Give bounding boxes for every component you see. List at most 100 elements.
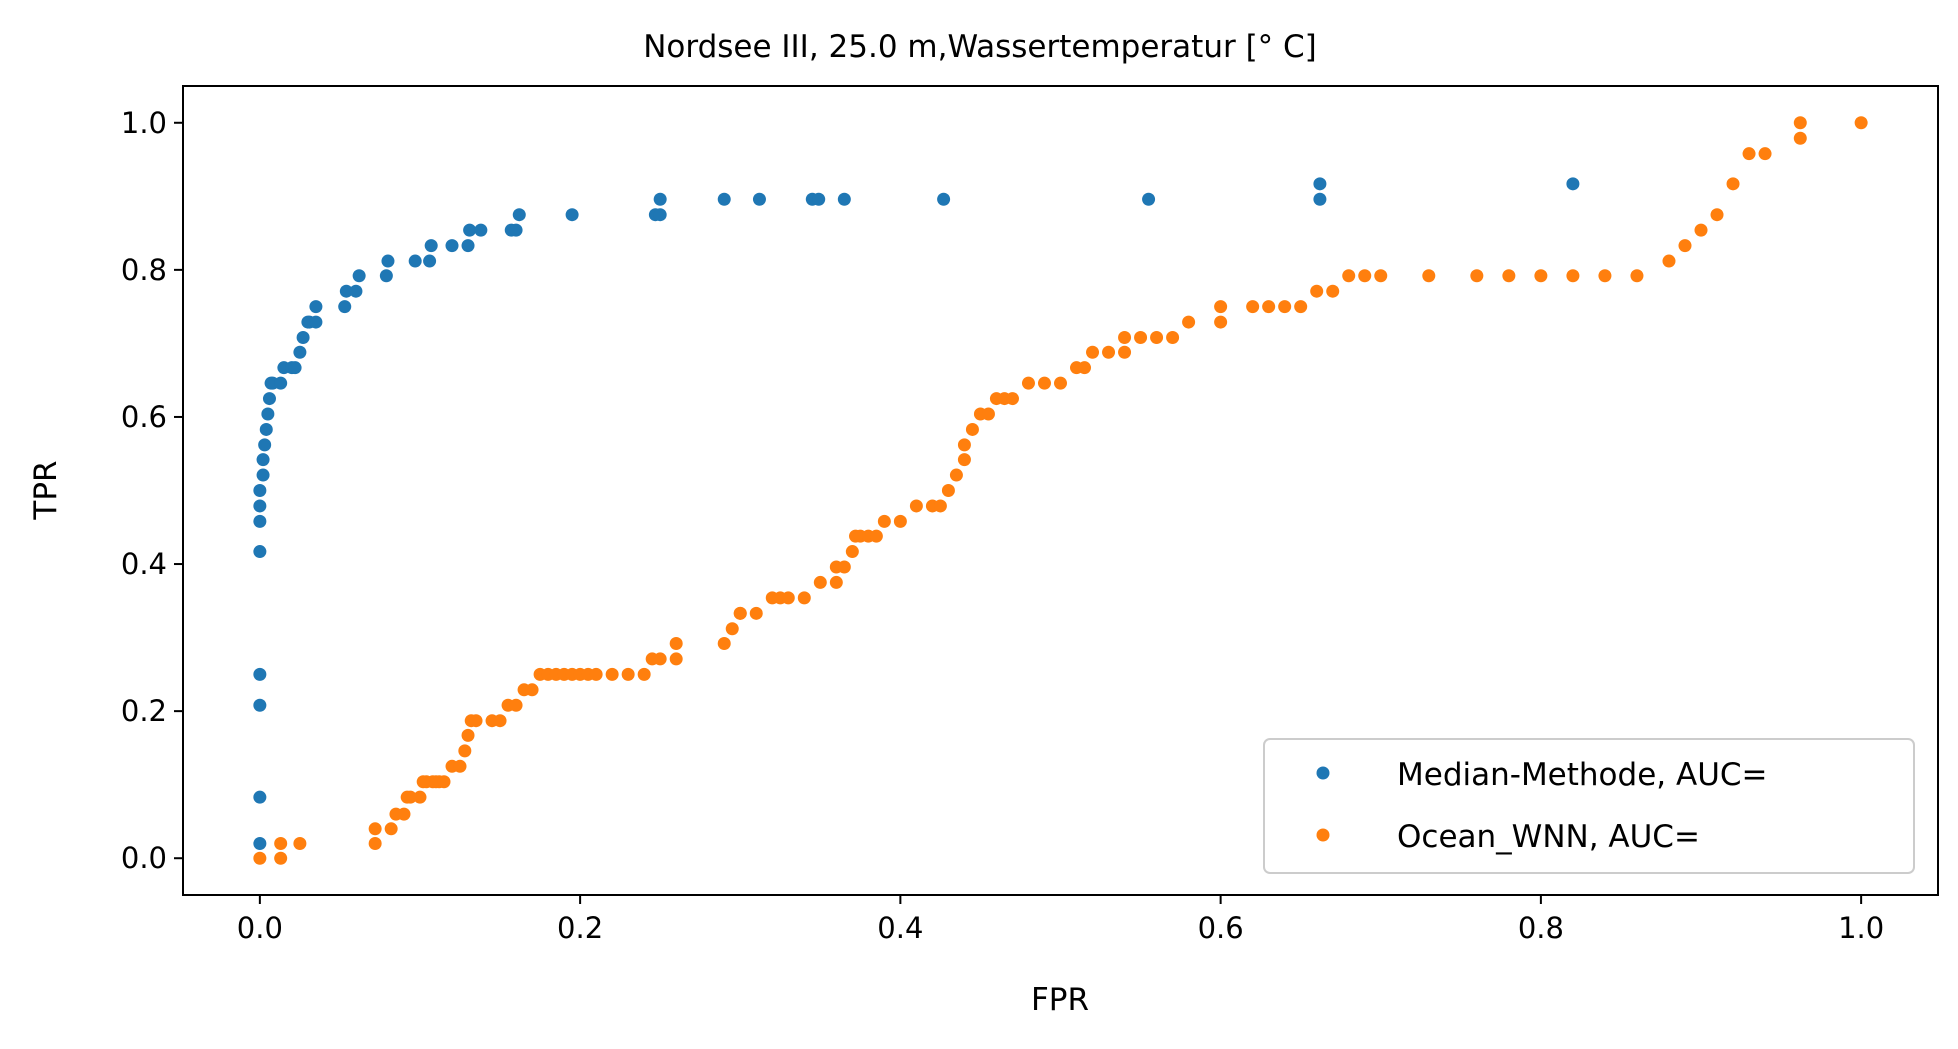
data-point: [1214, 315, 1228, 329]
data-point: [1374, 269, 1388, 283]
x-tick-label: 0.8: [1518, 911, 1564, 945]
y-tick-label: 0.8: [121, 253, 167, 287]
data-point: [368, 822, 382, 836]
data-point: [1662, 254, 1676, 268]
data-point: [869, 529, 883, 543]
data-point: [1678, 239, 1692, 253]
legend: Median-Methode, AUC= Ocean_WNN, AUC=: [1263, 738, 1915, 874]
data-point: [605, 667, 619, 681]
data-point: [957, 453, 971, 467]
data-point: [1134, 331, 1148, 345]
data-point: [637, 667, 651, 681]
data-point: [1086, 345, 1100, 359]
data-point: [288, 361, 302, 375]
data-point: [733, 606, 747, 620]
data-point: [1246, 300, 1260, 314]
data-point: [1054, 376, 1067, 390]
data-point: [1166, 331, 1180, 345]
data-point: [981, 407, 995, 421]
data-point: [621, 667, 635, 681]
data-point: [1102, 345, 1116, 359]
data-point: [941, 484, 955, 497]
data-point: [1502, 269, 1516, 283]
data-point: [1278, 300, 1292, 314]
data-point: [1118, 331, 1132, 345]
data-point: [589, 667, 603, 681]
data-point: [1142, 192, 1156, 206]
x-tick-label: 1.0: [1838, 911, 1884, 945]
data-point: [1358, 269, 1372, 283]
data-point: [877, 514, 891, 528]
data-point: [812, 192, 826, 206]
data-point: [253, 851, 267, 865]
data-point: [349, 284, 363, 298]
data-point: [893, 514, 907, 528]
data-point: [937, 192, 951, 206]
data-point: [296, 331, 310, 345]
data-point: [965, 422, 979, 436]
data-point: [1793, 116, 1807, 130]
data-point: [752, 192, 766, 206]
data-point: [259, 422, 273, 436]
data-point: [1214, 300, 1228, 314]
data-point: [717, 636, 731, 650]
data-point: [413, 790, 427, 804]
data-point: [352, 269, 366, 283]
data-point: [256, 453, 270, 467]
data-point: [653, 192, 667, 206]
data-point: [253, 545, 267, 559]
data-point: [717, 192, 731, 206]
data-point: [565, 208, 579, 222]
legend-marker-ocean-wnn: [1316, 828, 1330, 842]
data-point: [669, 652, 683, 666]
x-tick-label: 0.2: [557, 911, 603, 945]
data-point: [253, 514, 267, 528]
y-axis-label: TPR: [28, 460, 64, 520]
data-point: [829, 575, 843, 589]
y-tick-label: 1.0: [121, 106, 167, 140]
data-point: [262, 392, 276, 406]
data-point: [933, 499, 947, 513]
series-1: [253, 116, 1868, 865]
data-point: [445, 239, 459, 253]
data-point: [749, 606, 763, 620]
data-point: [1710, 208, 1724, 222]
data-point: [338, 300, 352, 314]
x-tick-label: 0.0: [237, 911, 283, 945]
data-point: [1313, 177, 1327, 191]
data-point: [1310, 284, 1324, 298]
data-point: [1021, 376, 1035, 390]
series-0: [253, 177, 1580, 851]
legend-label-ocean-wnn: Ocean_WNN, AUC=: [1397, 819, 1700, 855]
legend-marker-median-methode: [1316, 766, 1330, 780]
data-point: [253, 837, 267, 851]
y-tick-label: 0.4: [121, 547, 167, 581]
data-point: [408, 254, 422, 268]
legend-box: [1263, 738, 1915, 874]
data-point: [1037, 376, 1051, 390]
data-point: [381, 254, 395, 268]
data-point: [1262, 300, 1276, 314]
data-point: [1598, 269, 1612, 283]
data-point: [274, 376, 288, 390]
data-point: [1182, 315, 1196, 329]
data-point: [1078, 361, 1092, 375]
data-point: [1005, 392, 1019, 406]
data-point: [339, 284, 353, 298]
data-point: [509, 698, 523, 712]
axes-frame: [182, 85, 1939, 896]
data-point: [274, 851, 288, 865]
data-point: [1758, 147, 1772, 161]
data-point: [258, 438, 272, 452]
legend-label-median-methode: Median-Methode, AUC=: [1397, 757, 1768, 793]
data-point: [379, 269, 393, 283]
data-point: [293, 837, 307, 851]
data-point: [461, 728, 475, 742]
data-point: [256, 468, 270, 482]
y-tick-label: 0.0: [121, 841, 167, 875]
data-point: [274, 837, 288, 851]
data-point: [957, 438, 971, 452]
x-axis-label: FPR: [1031, 982, 1089, 1018]
data-point: [1422, 269, 1436, 283]
